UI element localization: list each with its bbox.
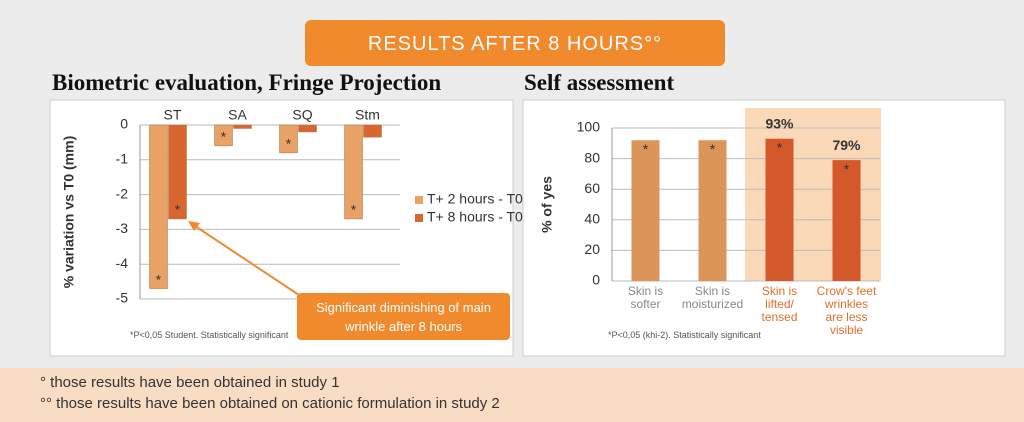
footnote: ° those results have been obtained in st… [40, 374, 340, 391]
bar [168, 124, 187, 220]
footnote: °° those results have been obtained on c… [40, 395, 500, 412]
x-tick-label: SA [228, 107, 247, 123]
value-label: 93% [765, 115, 794, 131]
bar [363, 124, 382, 138]
legend-swatch [415, 196, 423, 204]
y-tick-label: 80 [584, 149, 600, 165]
bar [298, 124, 317, 133]
y-tick-label: 40 [584, 211, 600, 227]
bar [149, 124, 168, 289]
x-tick-label: ST [164, 107, 182, 123]
legend-swatch [415, 214, 423, 222]
y-tick-label: -1 [116, 151, 129, 167]
y-tick-label: 0 [120, 116, 128, 132]
bar [279, 124, 298, 154]
significance-marker: * [351, 202, 357, 218]
note: *P<0,05 (khi-2). Statistically significa… [608, 330, 761, 340]
banner-box [305, 20, 725, 66]
annotation-arrowhead [188, 221, 200, 231]
x-tick-label: Skin is lifted/ tensed [761, 284, 798, 324]
y-tick-label: -5 [116, 290, 129, 306]
y-tick-label: -2 [116, 185, 129, 201]
footnote-band [0, 368, 1024, 422]
x-tick-label: Skin is softer [627, 284, 664, 311]
x-tick-label: Crow's feet wrinkles are less visible [816, 284, 877, 337]
significance-marker: * [844, 161, 850, 177]
bar [344, 124, 363, 220]
bar [233, 124, 252, 129]
significance-marker: * [175, 202, 181, 218]
y-axis-label: % of yes [539, 176, 555, 233]
chart-title: Biometric evaluation, Fringe Projection [52, 70, 442, 95]
value-label: 79% [832, 137, 861, 153]
significance-marker: * [221, 129, 227, 145]
x-tick-label: Skin is moisturized [681, 284, 744, 311]
banner-text: RESULTS AFTER 8 HOURS°° [367, 33, 663, 55]
y-tick-label: 60 [584, 180, 600, 196]
y-tick-label: 0 [592, 272, 600, 288]
y-tick-label: 100 [577, 119, 601, 135]
significance-marker: * [156, 271, 162, 287]
bar [698, 140, 727, 281]
bar [765, 138, 794, 281]
note: *P<0,05 Student. Statistically significa… [130, 330, 289, 340]
significance-marker: * [643, 141, 649, 157]
y-tick-label: 20 [584, 241, 600, 257]
y-tick-label: -4 [116, 255, 129, 271]
legend-label: T+ 2 hours - T0 [427, 191, 523, 207]
x-tick-label: SQ [292, 107, 312, 123]
x-tick-label: Stm [355, 107, 380, 123]
significance-marker: * [710, 141, 716, 157]
chart-title: Self assessment [524, 70, 675, 95]
significance-marker: * [286, 136, 292, 152]
y-tick-label: -3 [116, 220, 129, 236]
bar [214, 124, 233, 147]
bar [631, 140, 660, 281]
bar [832, 160, 861, 281]
annotation: Significant diminishing of main wrinkle … [297, 293, 510, 340]
significance-marker: * [777, 139, 783, 155]
annotation-arrow [191, 223, 303, 298]
legend-label: T+ 8 hours - T0 [427, 209, 523, 225]
y-axis-label: % variation vs T0 (mm) [61, 136, 77, 289]
